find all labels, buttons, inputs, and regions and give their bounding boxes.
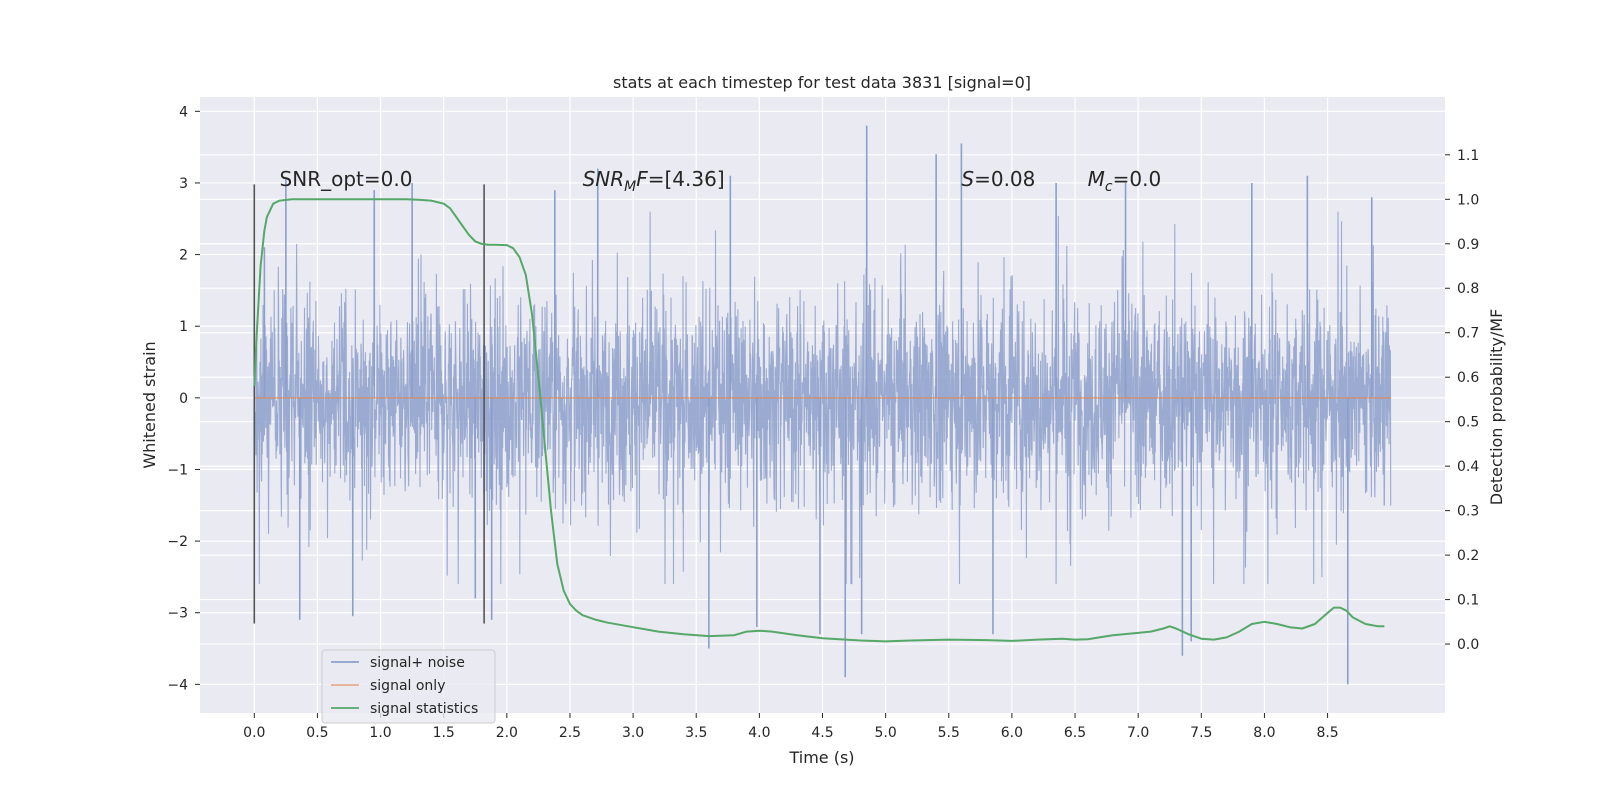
y2-tick-label: 0.0: [1457, 637, 1479, 653]
x-tick-label: 2.0: [496, 725, 518, 741]
legend: signal+ noise signal only signal statist…: [321, 649, 496, 724]
y-tick-label: 3: [179, 176, 188, 192]
annotation-text: SNR_opt=0.0: [280, 167, 413, 191]
x-axis-label: Time (s): [788, 748, 854, 767]
y-tick-label: 1: [179, 319, 188, 335]
x-tick-label: 4.0: [748, 725, 770, 741]
y2-tick-label: 0.1: [1457, 593, 1479, 609]
x-tick-label: 0.0: [243, 725, 265, 741]
y-tick-label: −3: [167, 606, 188, 622]
series-signal-noise: [253, 125, 1392, 685]
y2-tick-label: 0.4: [1457, 459, 1479, 475]
y-tick-label: −1: [167, 462, 188, 478]
x-tick-label: 3.5: [685, 725, 707, 741]
x-tick-label: 3.0: [622, 725, 644, 741]
x-tick-label: 1.0: [369, 725, 391, 741]
legend-label-signal-only: signal only: [370, 678, 445, 694]
y-tick-label: −2: [167, 534, 188, 550]
y2-tick-label: 0.7: [1457, 326, 1479, 342]
x-tick-label: 1.5: [433, 725, 455, 741]
x-tick-label: 7.0: [1127, 725, 1149, 741]
y2-tick-label: 0.8: [1457, 281, 1479, 297]
x-tick-label: 8.0: [1253, 725, 1275, 741]
legend-label-signal-noise: signal+ noise: [370, 655, 465, 671]
x-tick-label: 0.5: [306, 725, 328, 741]
annotations: SNR_opt=0.0 SNRMF=[4.36] S=0.08 Mc=0.0: [280, 167, 1162, 195]
x-tick-label: 5.0: [875, 725, 897, 741]
x-tick-label: 8.5: [1316, 725, 1338, 741]
signal-statistics-line: [253, 198, 1385, 643]
legend-label-signal-statistics: signal statistics: [370, 701, 478, 717]
x-tick-label: 6.5: [1064, 725, 1086, 741]
y-axis-label: Whitened strain: [140, 341, 159, 468]
y2-tick-label: 0.5: [1457, 415, 1479, 431]
y2-tick-label: 1.0: [1457, 192, 1479, 208]
axes: 0.0 0.5 1.0 1.5 2.0 2.5 3.0 3.5 4.0 4.5 5.0 5.5 6.0 6…: [167, 104, 1479, 741]
y2-tick-label: 0.9: [1457, 237, 1479, 253]
signal-noise-trace: [253, 211, 1392, 585]
annotation-text: S=0.08: [961, 167, 1035, 191]
y2-tick-label: 0.3: [1457, 504, 1479, 520]
y2-axis-label: Detection probability/MF: [1487, 309, 1506, 506]
annotation-text: Mc=0.0: [1088, 167, 1162, 195]
x-tick-label: 7.5: [1190, 725, 1212, 741]
x-tick-label: 5.5: [938, 725, 960, 741]
y2-tick-label: 1.1: [1457, 148, 1479, 164]
y2-tick-label: 0.2: [1457, 548, 1479, 564]
legend-box: [321, 649, 496, 724]
x-tick-label: 4.5: [811, 725, 833, 741]
series-signal-statistics: [253, 198, 1385, 643]
y-tick-label: 2: [179, 248, 188, 264]
chart-title: stats at each timestep for test data 383…: [613, 73, 1031, 92]
y-tick-label: −4: [167, 677, 188, 693]
x-tick-label: 6.0: [1001, 725, 1023, 741]
y-tick-label: 4: [179, 104, 188, 120]
y2-tick-label: 0.6: [1457, 370, 1479, 386]
y-tick-label: 0: [179, 391, 188, 407]
x-tick-label: 2.5: [559, 725, 581, 741]
vertical-markers: [253, 184, 485, 624]
annotation-text: SNRMF=[4.36]: [583, 167, 725, 195]
